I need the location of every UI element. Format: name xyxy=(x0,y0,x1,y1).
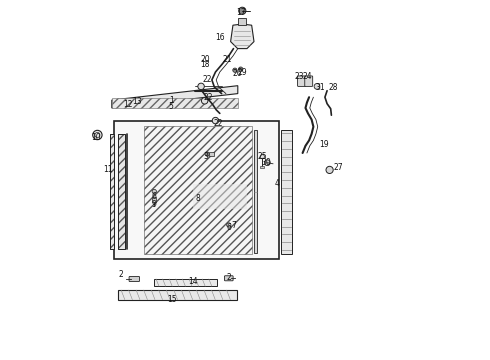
Text: 19: 19 xyxy=(319,140,329,149)
Text: 22: 22 xyxy=(213,119,223,128)
Circle shape xyxy=(227,223,231,227)
Circle shape xyxy=(201,98,208,104)
Text: 2: 2 xyxy=(119,270,123,279)
Text: 21: 21 xyxy=(222,55,232,64)
Bar xyxy=(118,290,237,300)
Text: 15: 15 xyxy=(168,295,177,304)
Circle shape xyxy=(239,7,246,14)
Text: 22: 22 xyxy=(203,93,213,102)
Text: 11: 11 xyxy=(103,165,112,174)
Circle shape xyxy=(233,68,237,72)
Text: 23: 23 xyxy=(294,72,304,81)
Circle shape xyxy=(314,84,320,89)
Text: 30: 30 xyxy=(261,158,271,167)
Circle shape xyxy=(152,189,156,194)
Text: 26: 26 xyxy=(232,69,242,78)
Bar xyxy=(261,166,264,168)
Circle shape xyxy=(265,160,270,166)
Bar xyxy=(254,130,257,253)
Text: 28: 28 xyxy=(328,83,338,92)
Polygon shape xyxy=(112,86,238,108)
Bar xyxy=(238,18,246,25)
Text: 2: 2 xyxy=(226,274,231,282)
Text: 18: 18 xyxy=(200,60,210,69)
Circle shape xyxy=(260,154,265,159)
Bar xyxy=(114,121,279,259)
Text: 9: 9 xyxy=(152,200,157,209)
Bar xyxy=(110,134,114,249)
Text: 17: 17 xyxy=(236,8,245,17)
Text: 27: 27 xyxy=(333,163,343,172)
Circle shape xyxy=(212,117,219,124)
FancyBboxPatch shape xyxy=(224,276,233,281)
Bar xyxy=(112,98,238,108)
Text: 24: 24 xyxy=(302,72,312,81)
Text: 22: 22 xyxy=(202,75,212,84)
Text: 14: 14 xyxy=(188,277,197,286)
Text: 13: 13 xyxy=(132,97,142,106)
Circle shape xyxy=(93,130,102,140)
Bar xyxy=(110,134,114,249)
Bar xyxy=(152,197,156,202)
Bar xyxy=(118,134,125,249)
Text: 20: 20 xyxy=(200,55,210,64)
FancyBboxPatch shape xyxy=(129,276,140,282)
Text: 4: 4 xyxy=(275,179,280,188)
Text: 6: 6 xyxy=(152,192,157,201)
Bar xyxy=(118,134,125,249)
Bar xyxy=(144,126,252,254)
Text: 31: 31 xyxy=(316,83,325,92)
Text: 3: 3 xyxy=(203,152,208,161)
Circle shape xyxy=(326,166,333,174)
Polygon shape xyxy=(231,24,254,49)
Text: 5: 5 xyxy=(169,102,173,111)
Bar xyxy=(281,130,292,254)
Circle shape xyxy=(239,67,243,71)
Text: 7: 7 xyxy=(231,220,236,230)
Circle shape xyxy=(198,83,204,90)
Text: 12: 12 xyxy=(123,100,133,109)
FancyBboxPatch shape xyxy=(305,76,313,86)
Circle shape xyxy=(205,152,209,156)
Bar xyxy=(154,279,217,286)
Text: 6: 6 xyxy=(226,223,231,232)
Text: 25: 25 xyxy=(257,152,267,161)
Text: 8: 8 xyxy=(195,194,200,203)
Text: 29: 29 xyxy=(237,68,247,77)
Text: 1: 1 xyxy=(169,96,173,105)
Text: 10: 10 xyxy=(91,133,100,142)
Text: 16: 16 xyxy=(215,33,224,42)
Bar xyxy=(209,152,215,156)
FancyBboxPatch shape xyxy=(297,76,305,86)
Polygon shape xyxy=(193,184,247,209)
